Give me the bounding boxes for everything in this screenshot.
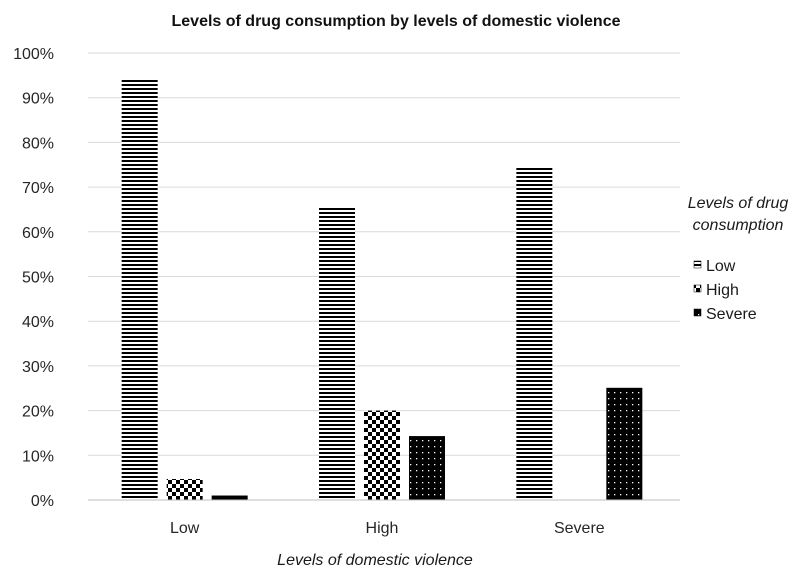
bar-severe-low [211,495,248,500]
bar-severe-high [409,436,445,500]
legend-swatch-low [693,260,702,269]
bar-high-low [166,478,203,500]
x-tick-label: High [366,520,399,537]
x-axis-ticks: Low High Severe [170,520,605,537]
y-tick-label: 60% [22,225,54,242]
y-tick-label: 50% [22,270,54,287]
bar-high-high [364,410,400,500]
x-tick-label: Low [170,520,200,537]
bar-low-low [121,78,158,500]
bar-low-severe [516,166,553,500]
y-tick-label: 80% [22,135,54,152]
legend-label-low: Low [706,258,736,275]
x-tick-label: Severe [554,520,605,537]
x-axis-label: Levels of domestic violence [277,552,473,569]
y-axis-ticks: 0% 10% 20% 30% 40% 50% 60% 70% 80% 90% 100% [13,46,54,510]
legend-title-line-1: Levels of drug [688,195,789,212]
legend-swatch-high [693,284,702,293]
legend-label-high: High [706,282,739,299]
y-tick-label: 40% [22,314,54,331]
bar-severe-severe [606,387,643,500]
bars [121,78,643,501]
legend: Levels of drug consumption Low High Severe [688,195,789,323]
y-tick-label: 0% [31,493,54,510]
y-tick-label: 20% [22,404,54,421]
gridlines [88,52,680,456]
chart-title: Levels of drug consumption by levels of … [172,13,621,30]
y-tick-label: 30% [22,359,54,376]
y-tick-label: 90% [22,91,54,108]
y-tick-label: 70% [22,180,54,197]
bar-low-high [319,207,355,501]
y-tick-label: 10% [22,448,54,465]
legend-title-line-2: consumption [693,217,784,234]
y-tick-label: 100% [13,46,54,63]
legend-label-severe: Severe [706,306,757,323]
legend-swatch-severe [693,308,702,317]
